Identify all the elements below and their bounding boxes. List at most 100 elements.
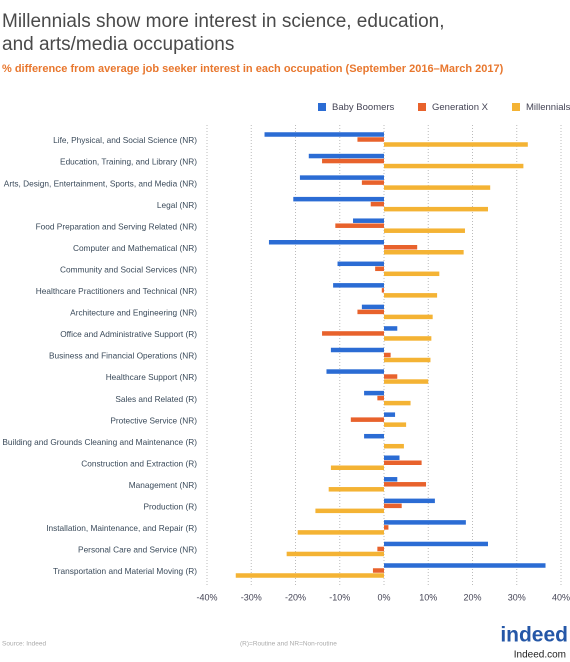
y-tick-label: Legal (NR) [157,200,197,210]
bar [333,283,384,288]
bar [357,137,384,142]
bar [384,352,391,358]
bar [330,347,384,353]
bar [384,482,427,487]
bar [335,223,384,228]
y-tick-label: Protective Service (NR) [110,415,197,425]
bar [384,412,396,417]
y-tick-label: Healthcare Support (NR) [106,372,198,382]
bar [264,132,384,137]
x-tick-label: -20% [285,592,306,602]
y-tick-label: Architecture and Engineering (NR) [70,308,197,318]
x-tick-label: 10% [419,592,437,602]
site: Indeed.com [514,650,566,661]
bar [364,390,384,396]
bar [357,309,384,315]
chart-title: Millennials show more interest in scienc… [2,11,445,55]
y-tick-label: Personal Care and Service (NR) [78,545,197,555]
x-tick-label: 30% [508,592,526,602]
bar [384,563,546,568]
legend-label: Baby Boomers [332,102,395,113]
bar [384,250,464,255]
x-tick-label: 0% [377,592,390,602]
bar [384,374,398,379]
x-tick-label: 40% [552,592,570,602]
bar [322,158,384,164]
bar [384,422,407,427]
x-tick-label: -10% [329,592,350,602]
bar [370,201,384,207]
bar [384,357,431,363]
bar [361,180,384,185]
bar [384,142,528,147]
bar [330,465,384,470]
bar [361,304,384,310]
bar [384,326,398,331]
y-tick-label: Community and Social Services (NR) [60,264,197,274]
bar [297,530,384,535]
bar [384,245,418,250]
bar [299,175,384,180]
bar [384,228,465,233]
y-tick-label: Sales and Related (R) [115,394,197,404]
y-tick-label: Management (NR) [129,480,197,490]
bar [384,206,488,212]
legend-label: Millennials [526,102,570,113]
bar [384,520,466,525]
y-tick-label: Transportation and Material Moving (R) [53,566,197,576]
bar [384,379,429,384]
bar [322,331,384,336]
bar [328,487,384,492]
chart-subtitle: % difference from average job seeker int… [2,63,504,75]
bar [286,551,384,557]
bar [384,541,488,547]
bar [384,443,404,449]
bar [235,573,384,578]
bar [350,417,384,422]
legend-label: Generation X [432,102,489,113]
bar [326,369,384,374]
y-tick-label: Education, Training, and Library (NR) [60,157,197,167]
bar [337,261,384,267]
y-tick-label: Arts, Design, Entertainment, Sports, and… [4,178,197,188]
bar [384,477,398,482]
y-tick-label: Office and Administrative Support (R) [60,329,197,339]
legend-swatch [418,103,426,111]
bar [372,568,384,573]
legend-swatch [318,103,326,111]
x-tick-label: -40% [196,592,217,602]
x-tick-label: 20% [463,592,481,602]
bar [384,271,440,277]
bar [377,546,384,552]
y-tick-label: Food Preparation and Serving Related (NR… [36,221,198,231]
y-tick-label: Installation, Maintenance, and Repair (R… [46,523,197,533]
source: Source: Indeed [2,641,46,648]
bar [315,508,384,514]
bar [384,460,422,465]
y-tick-label: Production (R) [144,502,198,512]
bar [293,196,384,202]
bar [268,240,384,245]
y-tick-label: Business and Financial Operations (NR) [49,351,197,361]
bar [384,314,433,320]
bar [384,293,438,298]
bar [381,288,384,293]
bar [377,395,384,401]
logo: indeed [500,624,568,647]
bar [384,503,402,509]
bar [384,455,400,460]
x-tick-label: -30% [241,592,262,602]
bar [375,266,384,272]
bar [384,498,435,504]
bar [384,185,491,190]
y-tick-label: Construction and Extraction (R) [81,458,197,468]
bar [353,218,384,223]
y-tick-label: Healthcare Practitioners and Technical (… [36,286,197,296]
bar [384,525,389,530]
y-tick-label: Building and Grounds Cleaning and Mainte… [2,437,197,447]
bar [384,336,432,341]
bar [384,163,524,169]
bar [364,433,384,439]
